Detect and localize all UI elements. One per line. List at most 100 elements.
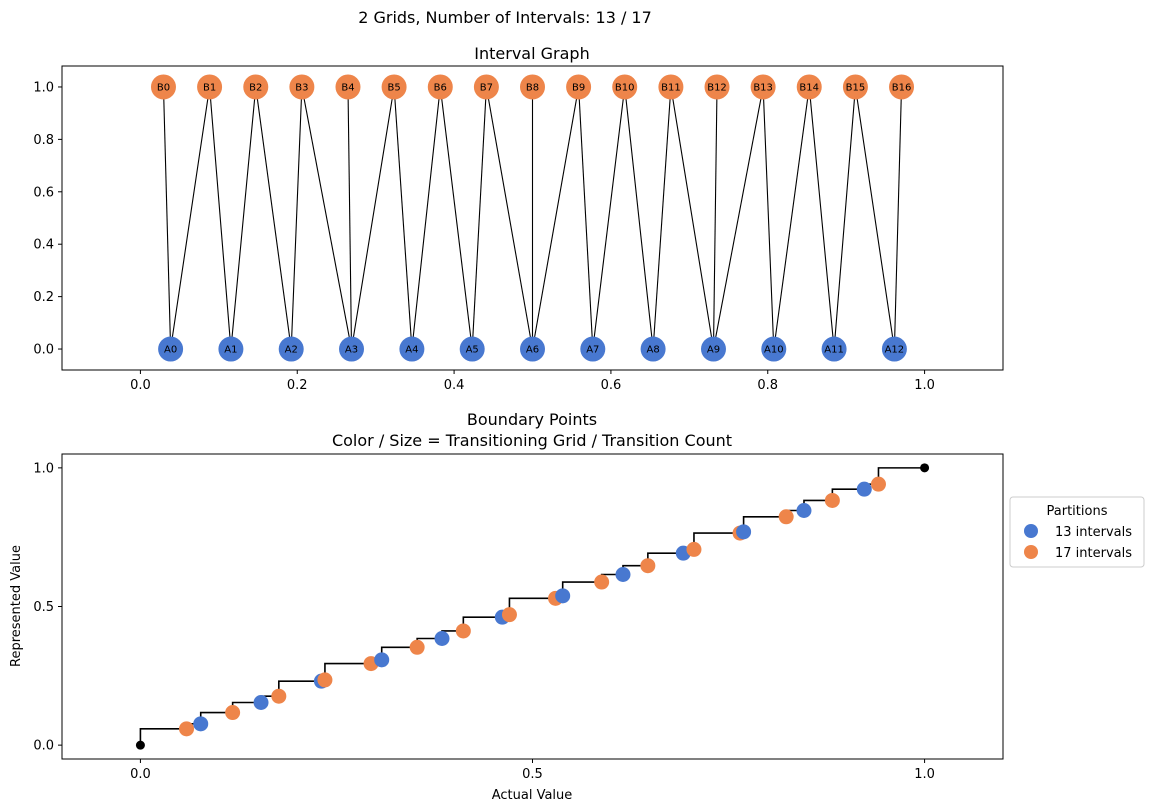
node-label-b5: B5 — [387, 82, 400, 93]
interval-graph-panel: Interval Graph B0 B1 B2 B3 B4 B5 B6 B7 B8 B9 B10 B1… — [33, 44, 1004, 393]
figure-suptitle: 2 Grids, Number of Intervals: 13 / 17 — [358, 8, 652, 27]
point-13-intervals — [193, 716, 209, 732]
point-17-intervals — [179, 721, 195, 737]
node-label-a12: A12 — [885, 345, 905, 356]
edge-a8-b11 — [652, 86, 672, 350]
legend-marker-17-intervals — [1024, 545, 1038, 559]
point-17-intervals — [778, 509, 794, 525]
point-13-intervals — [615, 567, 631, 583]
node-a11 — [821, 336, 847, 362]
point-17-intervals — [686, 541, 702, 557]
node-label-b11: B11 — [661, 82, 681, 93]
edge-a8-b10 — [624, 86, 654, 350]
node-a9 — [700, 336, 726, 362]
y-tick-label: 0.6 — [33, 185, 54, 200]
node-label-b12: B12 — [707, 82, 727, 93]
node-b11 — [658, 74, 684, 100]
node-a7 — [580, 336, 606, 362]
point-17-intervals — [271, 688, 287, 704]
node-label-b7: B7 — [480, 82, 493, 93]
point-17-intervals — [455, 623, 471, 639]
node-a10 — [761, 336, 787, 362]
node-a8 — [640, 336, 666, 362]
point-17-intervals — [409, 639, 425, 655]
edge-a3-b3 — [301, 86, 353, 350]
x-tick-label: 1.0 — [914, 378, 935, 393]
x-tick-label: 0.2 — [287, 378, 308, 393]
node-label-a1: A1 — [224, 345, 237, 356]
y-tick-label: 1.0 — [33, 461, 54, 476]
x-tick-label: 0.8 — [757, 378, 778, 393]
node-label-b10: B10 — [615, 82, 635, 93]
boundary-points-title: Boundary Points — [467, 410, 597, 429]
x-tick-label: 0.6 — [601, 378, 622, 393]
edge-a12-b15 — [854, 86, 895, 350]
edge-a7-b10 — [592, 86, 626, 350]
edge-a5-b6 — [439, 86, 473, 350]
node-b16 — [889, 74, 915, 100]
node-b14 — [796, 74, 822, 100]
x-tick-label: 0.5 — [522, 767, 543, 782]
interval-graph-title: Interval Graph — [474, 44, 589, 63]
y-axis-label: Represented Value — [9, 545, 24, 667]
node-label-b9: B9 — [572, 82, 585, 93]
point-13-intervals — [434, 630, 450, 646]
edge-a9-b11 — [670, 86, 715, 350]
node-a3 — [339, 336, 365, 362]
edge-a4-b5 — [393, 86, 413, 350]
y-tick-label: 0.0 — [33, 739, 54, 754]
node-b4 — [335, 74, 361, 100]
legend-marker-13-intervals — [1024, 524, 1038, 538]
point-17-intervals — [870, 476, 886, 492]
edge-a9-b12 — [712, 86, 718, 350]
y-tick-label: 0.5 — [33, 600, 54, 615]
edge-a3-b4 — [347, 86, 353, 350]
node-label-a8: A8 — [647, 345, 660, 356]
interval-graph-x-ticks: 0.0 0.2 0.4 0.6 0.8 1.0 — [130, 370, 935, 393]
point-13-intervals — [253, 694, 269, 710]
edge-a2-b3 — [290, 86, 303, 350]
y-tick-label: 0.2 — [33, 290, 54, 305]
node-b0 — [150, 74, 176, 100]
point-17-intervals — [594, 574, 610, 590]
node-label-b13: B13 — [753, 82, 773, 93]
boundary-points-panel: Boundary Points Color / Size = Transitio… — [9, 410, 1145, 803]
node-a12 — [881, 336, 907, 362]
edge-a11-b15 — [833, 86, 856, 350]
node-label-b0: B0 — [157, 82, 170, 93]
node-b12 — [704, 74, 730, 100]
node-b1 — [197, 74, 223, 100]
node-label-a6: A6 — [526, 345, 539, 356]
node-label-b1: B1 — [203, 82, 216, 93]
node-label-a10: A10 — [764, 345, 784, 356]
node-label-a11: A11 — [824, 345, 844, 356]
edge-a4-b6 — [411, 86, 441, 350]
node-label-b4: B4 — [341, 82, 354, 93]
point-17-intervals — [824, 492, 840, 508]
node-a0 — [158, 336, 184, 362]
node-b7 — [473, 74, 499, 100]
y-tick-label: 0.0 — [33, 343, 54, 358]
edge-a1-b1 — [209, 86, 232, 350]
x-tick-label: 0.0 — [130, 378, 151, 393]
node-a5 — [459, 336, 485, 362]
interval-graph-y-ticks: 0.0 0.2 0.4 0.6 0.8 1.0 — [33, 80, 62, 358]
node-b3 — [289, 74, 315, 100]
node-label-a4: A4 — [405, 345, 418, 356]
edge-a0-b0 — [162, 86, 172, 350]
node-label-b8: B8 — [526, 82, 539, 93]
endpoint-dot — [920, 463, 930, 473]
node-b13 — [750, 74, 776, 100]
point-13-intervals — [856, 481, 872, 497]
node-b6 — [427, 74, 453, 100]
point-17-intervals — [501, 607, 517, 623]
edge-a9-b13 — [712, 86, 764, 350]
node-label-b16: B16 — [892, 82, 912, 93]
interval-graph-axes-frame — [61, 65, 1004, 371]
node-b2 — [243, 74, 269, 100]
edge-a0-b1 — [170, 86, 211, 350]
edge-a6-b7 — [485, 86, 534, 350]
boundary-points-subtitle: Color / Size = Transitioning Grid / Tran… — [332, 431, 732, 450]
node-a6 — [520, 336, 545, 362]
